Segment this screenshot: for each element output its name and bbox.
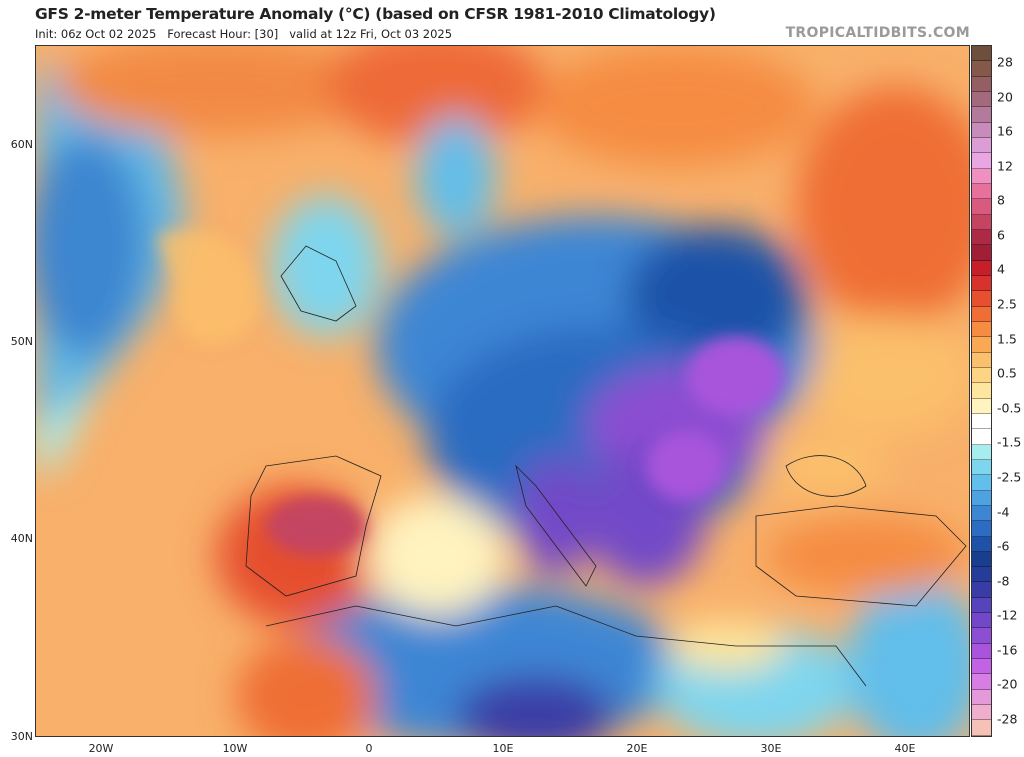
colorbar-label: 8: [997, 192, 1005, 208]
colorbar-bin: [972, 536, 991, 552]
colorbar-bin: [972, 137, 991, 154]
colorbar-bin: [972, 291, 991, 307]
colorbar-bin: [972, 444, 991, 460]
lon-label: 10E: [492, 742, 514, 755]
colorbar: [971, 45, 992, 737]
coastlines: [245, 245, 967, 687]
colorbar-bin: [972, 122, 991, 138]
colorbar-label: 0.5: [997, 365, 1017, 381]
lat-label: 30N: [10, 730, 33, 743]
lon-label: 40E: [894, 742, 916, 755]
colorbar-bin: [972, 582, 991, 598]
colorbar-bin: [972, 46, 991, 62]
colorbar-bin: [972, 91, 991, 108]
colorbar-bin: [972, 153, 991, 169]
colorbar-bin: [972, 613, 991, 629]
colorbar-bin: [972, 275, 991, 292]
colorbar-bin: [972, 521, 991, 537]
colorbar-bin: [972, 107, 991, 123]
lon-label: 20W: [88, 742, 114, 755]
colorbar-bin: [972, 214, 991, 230]
colorbar-bin: [972, 367, 991, 384]
colorbar-bin: [972, 429, 991, 445]
colorbar-bin: [972, 321, 991, 338]
lat-label: 60N: [10, 138, 33, 151]
colorbar-bin: [972, 76, 991, 92]
colorbar-bin: [972, 689, 991, 706]
colorbar-bin: [972, 674, 991, 690]
colorbar-label: 4: [997, 261, 1005, 277]
colorbar-bin: [972, 245, 991, 261]
colorbar-bin: [972, 168, 991, 184]
colorbar-label: -2.5: [997, 469, 1022, 485]
lon-label: 0: [365, 742, 373, 755]
colorbar-bin: [972, 383, 991, 399]
lon-label: 20E: [626, 742, 648, 755]
colorbar-bin: [972, 643, 991, 660]
chart-title: GFS 2-meter Temperature Anomaly (°C) (ba…: [35, 5, 716, 23]
colorbar-label: 1.5: [997, 331, 1017, 347]
colorbar-bin: [972, 199, 991, 215]
colorbar-bin: [972, 61, 991, 77]
colorbar-bin: [972, 229, 991, 246]
colorbar-label: 20: [997, 89, 1013, 105]
colorbar-bin: [972, 352, 991, 368]
colorbar-bin: [972, 505, 991, 522]
colorbar-bin: [972, 551, 991, 568]
brand-watermark: TROPICALTIDBITS.COM: [785, 25, 970, 41]
anomaly-field: [36, 46, 969, 736]
colorbar-bin: [972, 183, 991, 200]
colorbar-bin: [972, 459, 991, 476]
colorbar-label: -1.5: [997, 434, 1022, 450]
colorbar-label: -0.5: [997, 400, 1022, 416]
colorbar-label: -28: [997, 711, 1018, 727]
colorbar-bin: [972, 567, 991, 583]
colorbar-label: -20: [997, 676, 1018, 692]
colorbar-label: 28: [997, 54, 1013, 70]
colorbar-label: 12: [997, 158, 1013, 174]
colorbar-label: 2.5: [997, 296, 1017, 312]
colorbar-label: -16: [997, 642, 1018, 658]
lon-label: 10W: [222, 742, 248, 755]
colorbar-label: 16: [997, 123, 1013, 139]
temperature-anomaly-map: [35, 45, 970, 737]
colorbar-bin: [972, 398, 991, 414]
forecast-info: Init: 06z Oct 02 2025 Forecast Hour: [30…: [35, 27, 453, 41]
colorbar-bin: [972, 659, 991, 675]
colorbar-label: -8: [997, 573, 1010, 589]
colorbar-bin: [972, 306, 991, 322]
colorbar-bin: [972, 720, 991, 736]
colorbar-bin: [972, 413, 991, 430]
lat-label: 50N: [10, 335, 33, 348]
colorbar-label: -4: [997, 504, 1010, 520]
colorbar-label: -12: [997, 607, 1018, 623]
colorbar-bin: [972, 628, 991, 644]
colorbar-bin: [972, 475, 991, 491]
colorbar-bin: [972, 705, 991, 721]
colorbar-bin: [972, 597, 991, 614]
colorbar-bin: [972, 337, 991, 353]
colorbar-label: -6: [997, 538, 1010, 554]
colorbar-bin: [972, 260, 991, 276]
lon-label: 30E: [760, 742, 782, 755]
colorbar-label: 6: [997, 227, 1005, 243]
lat-label: 40N: [10, 532, 33, 545]
colorbar-bin: [972, 490, 991, 506]
